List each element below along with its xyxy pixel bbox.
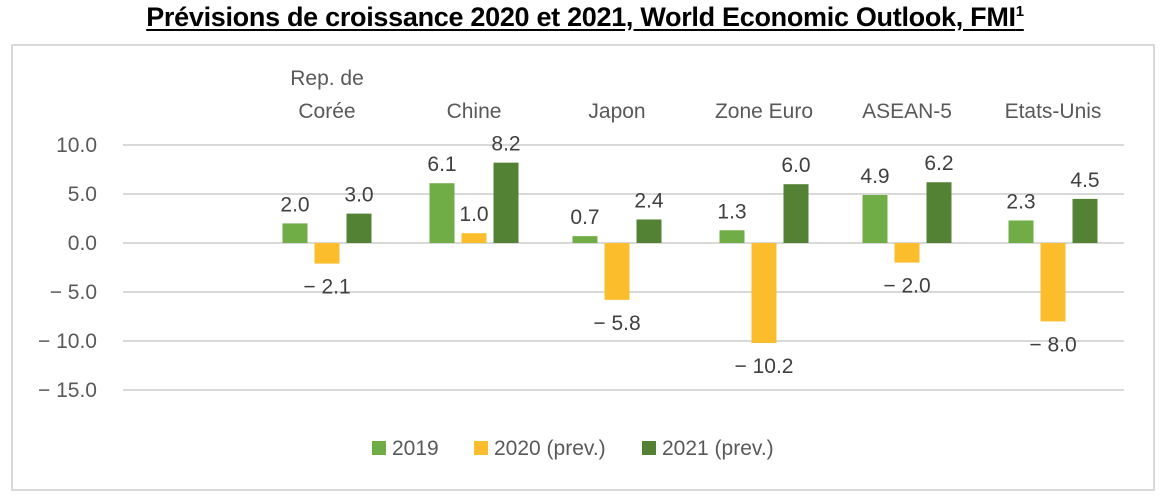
bar: [751, 243, 777, 343]
bars: [282, 162, 1098, 343]
bar: [346, 213, 372, 243]
chart-title-text: Prévisions de croissance 2020 et 2021, W…: [146, 2, 1016, 32]
data-label: 6.2: [924, 152, 953, 175]
data-label: 0.7: [570, 206, 599, 229]
legend-label: 2021 (prev.): [662, 437, 774, 460]
legend-swatch: [474, 441, 488, 455]
bar: [282, 223, 308, 243]
legend-swatch: [372, 441, 386, 455]
chart-frame: [11, 44, 1155, 491]
data-label: − 8.0: [1029, 333, 1076, 356]
y-tick-label: 0.0: [68, 232, 97, 255]
category-label: ASEAN-5: [862, 100, 952, 123]
legend-label: 2019: [392, 437, 439, 460]
bar: [314, 243, 340, 264]
legend-swatch: [642, 441, 656, 455]
y-axis: 10.0 5.0 0.0 − 5.0 − 10.0 − 15.0: [38, 134, 97, 402]
y-tick-label: 10.0: [56, 134, 97, 157]
category-label: Japon: [588, 100, 645, 123]
y-tick-label: − 10.0: [38, 330, 97, 353]
legend: 2019 2020 (prev.) 2021 (prev.): [372, 437, 774, 460]
data-label: − 2.0: [883, 275, 930, 298]
bar: [429, 183, 455, 243]
data-label: 2.3: [1006, 190, 1035, 213]
bar: [461, 233, 487, 243]
category-label: Rep. de: [290, 67, 364, 90]
bar: [604, 243, 630, 300]
title-footnote-marker: 1: [1015, 3, 1024, 20]
legend-label: 2020 (prev.): [494, 437, 606, 460]
data-label: 1.0: [459, 203, 488, 226]
data-label: 6.1: [427, 153, 456, 176]
bar: [1040, 243, 1066, 322]
bar: [1072, 198, 1098, 243]
data-label: 4.5: [1070, 169, 1099, 192]
chart-title: Prévisions de croissance 2020 et 2021, W…: [0, 2, 1170, 33]
data-label: 3.0: [344, 184, 373, 207]
bar: [862, 194, 888, 243]
data-label: 8.2: [491, 133, 520, 156]
bar: [719, 230, 745, 243]
y-tick-label: − 5.0: [50, 281, 97, 304]
data-label: 4.9: [860, 165, 889, 188]
bar: [636, 219, 662, 243]
data-label: 2.4: [634, 189, 664, 212]
bar: [926, 182, 952, 243]
category-labels: Rep. de Corée Chine Japon Zone Euro ASEAN-5 Et…: [290, 67, 1101, 123]
data-labels: 2.0 6.1 0.7 1.3 4.9 2.3 − 2.1 1.0 − 5.8 − 10.2 − 2…: [280, 133, 1099, 378]
data-label: − 2.1: [303, 276, 350, 299]
data-label: 2.0: [280, 193, 309, 216]
bar: [783, 184, 809, 243]
bar: [572, 236, 598, 243]
bar: [1008, 220, 1034, 243]
category-label: Zone Euro: [715, 100, 813, 123]
category-label: Etats-Unis: [1005, 100, 1102, 123]
data-label: − 10.2: [735, 355, 794, 378]
y-tick-label: 5.0: [68, 183, 97, 206]
bar: [493, 162, 519, 243]
category-label: Chine: [447, 100, 502, 123]
data-label: 1.3: [717, 200, 746, 223]
y-tick-label: − 15.0: [38, 379, 97, 402]
bar: [894, 243, 920, 263]
data-label: − 5.8: [593, 312, 640, 335]
data-label: 6.0: [781, 154, 810, 177]
gridlines: [123, 144, 1124, 391]
category-label: Corée: [298, 100, 355, 123]
